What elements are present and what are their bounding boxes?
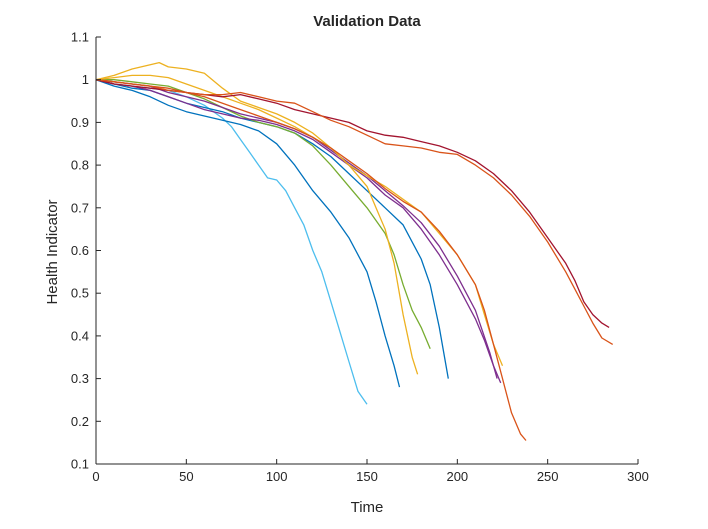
y-tick-label: 0.5 bbox=[71, 286, 89, 301]
x-axis-label: Time bbox=[351, 499, 384, 516]
x-tick-label: 50 bbox=[179, 469, 193, 484]
y-tick-label: 0.6 bbox=[71, 243, 89, 258]
y-tick-label: 1.1 bbox=[71, 30, 89, 45]
y-tick-label: 0.4 bbox=[71, 328, 89, 343]
series-line-2 bbox=[95, 79, 401, 388]
series-line-6 bbox=[95, 79, 502, 384]
x-tick-label: 200 bbox=[446, 469, 468, 484]
series-line-9 bbox=[95, 79, 527, 441]
chart-title: Validation Data bbox=[313, 13, 421, 30]
x-tick-label: 100 bbox=[266, 469, 288, 484]
series-line-10 bbox=[95, 79, 610, 328]
axes: 0 50 100 150 200 250 300 0.1 0.2 0.3 0.4 0.5 0.6 0.7 0… bbox=[71, 30, 649, 485]
y-tick-label: 0.1 bbox=[71, 457, 89, 472]
y-axis-label: Health Indicator bbox=[44, 199, 61, 304]
y-tick-label: 1 bbox=[82, 72, 89, 87]
y-tick-label: 0.3 bbox=[71, 371, 89, 386]
x-tick-label: 0 bbox=[92, 469, 99, 484]
y-tick-label: 0.9 bbox=[71, 115, 89, 130]
y-tick-label: 0.2 bbox=[71, 414, 89, 429]
series-line-5 bbox=[95, 61, 419, 375]
series-line-1 bbox=[95, 79, 368, 405]
y-tick-label: 0.7 bbox=[71, 200, 89, 215]
series-line-11 bbox=[95, 79, 614, 345]
series-line-8 bbox=[95, 74, 504, 367]
x-tick-label: 300 bbox=[627, 469, 649, 484]
series-line-3 bbox=[95, 79, 449, 379]
series-line-4 bbox=[96, 79, 431, 349]
series-lines bbox=[95, 61, 614, 441]
x-tick-label: 150 bbox=[356, 469, 378, 484]
y-tick-label: 0.8 bbox=[71, 158, 89, 173]
x-tick-label: 250 bbox=[537, 469, 559, 484]
